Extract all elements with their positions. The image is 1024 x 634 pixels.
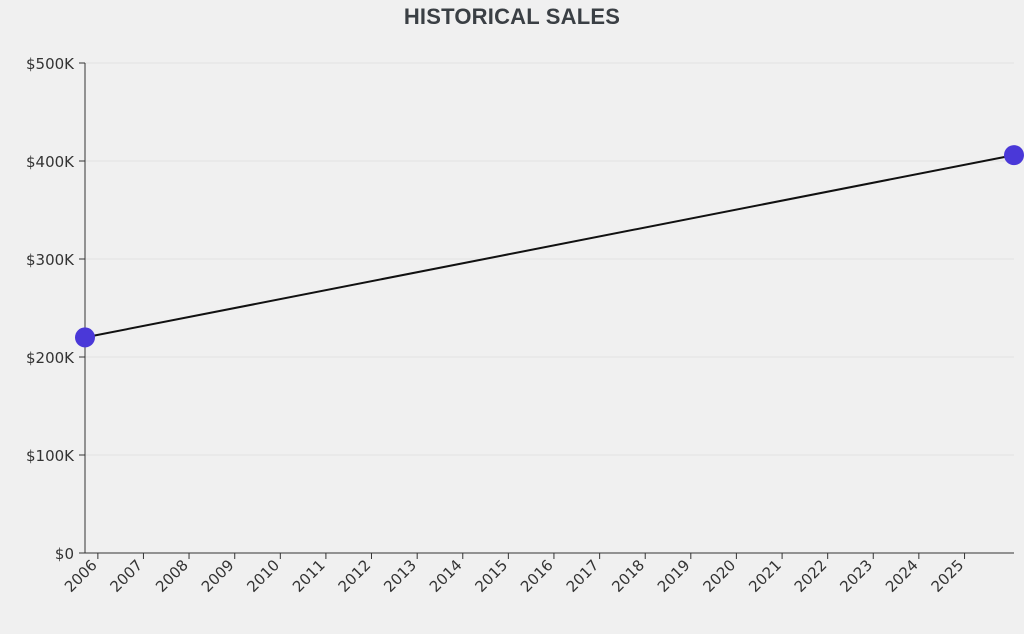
x-tick-label: 2009 (198, 556, 238, 596)
y-tick-label: $300K (26, 251, 75, 269)
y-tick-label: $500K (26, 55, 75, 73)
x-tick-label: 2019 (654, 556, 694, 596)
series-line (84, 154, 1015, 339)
y-tick-label: $0 (55, 545, 74, 563)
x-tick-label: 2012 (335, 556, 375, 596)
x-tick-label: 2025 (928, 556, 968, 596)
x-tick-label: 2013 (380, 556, 420, 596)
x-tick-label: 2020 (699, 556, 739, 596)
x-tick-label: 2016 (517, 556, 557, 596)
x-tick-label: 2021 (745, 556, 785, 596)
y-tick-label: $100K (26, 447, 75, 465)
x-tick-label: 2017 (563, 556, 603, 596)
chart-title: HISTORICAL SALES (403, 4, 621, 29)
x-tick-label: 2008 (152, 556, 192, 596)
y-tick-label: $400K (26, 153, 75, 171)
x-tick-label: 2022 (791, 556, 831, 596)
data-point (1004, 145, 1024, 166)
x-tick-label: 2018 (608, 556, 648, 596)
x-tick-label: 2007 (107, 556, 147, 596)
x-tick-label: 2014 (426, 556, 466, 596)
x-tick-label: 2010 (243, 556, 283, 596)
x-tick-label: 2015 (471, 556, 511, 596)
x-tick-label: 2024 (882, 556, 922, 596)
data-point (75, 327, 95, 348)
y-tick-label: $200K (26, 349, 75, 367)
x-tick-label: 2023 (836, 556, 876, 596)
x-tick-label: 2011 (289, 556, 329, 596)
